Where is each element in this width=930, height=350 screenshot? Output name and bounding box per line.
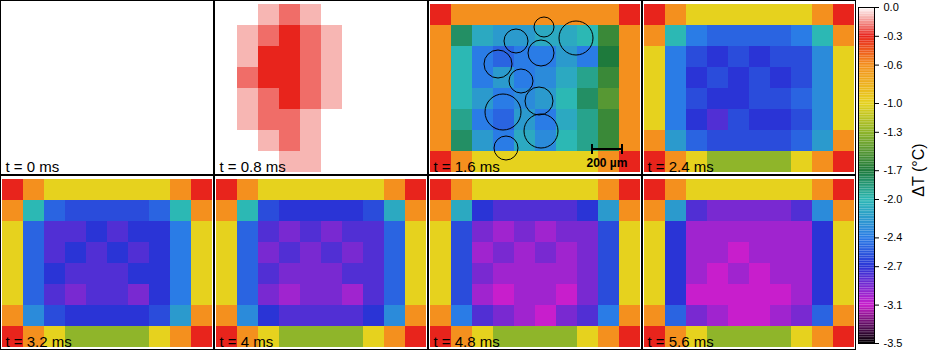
svg-text:t = 0 ms: t = 0 ms bbox=[6, 158, 60, 175]
svg-text:t = 3.2 ms: t = 3.2 ms bbox=[6, 333, 72, 350]
svg-text:200 µm: 200 µm bbox=[587, 156, 628, 170]
svg-text:-3.5: -3.5 bbox=[884, 337, 903, 349]
svg-text:-2.7: -2.7 bbox=[884, 260, 903, 272]
svg-text:-1.0: -1.0 bbox=[884, 97, 903, 109]
svg-text:-1.3: -1.3 bbox=[884, 126, 903, 138]
svg-text:-1.7: -1.7 bbox=[884, 164, 903, 176]
svg-text:-2.4: -2.4 bbox=[884, 231, 903, 243]
svg-text:-2.0: -2.0 bbox=[884, 193, 903, 205]
svg-text:t = 5.6 ms: t = 5.6 ms bbox=[648, 333, 714, 350]
svg-text:0.0: 0.0 bbox=[884, 1, 899, 13]
svg-text:-0.6: -0.6 bbox=[884, 59, 903, 71]
svg-text:-0.3: -0.3 bbox=[884, 30, 903, 42]
html-text:ΔT (°C): ΔT (°C) bbox=[910, 143, 927, 197]
svg-text:t = 4 ms: t = 4 ms bbox=[220, 333, 274, 350]
svg-text:t = 4.8 ms: t = 4.8 ms bbox=[434, 333, 500, 350]
svg-text:t = 2.4 ms: t = 2.4 ms bbox=[648, 158, 714, 175]
svg-text:t = 1.6 ms: t = 1.6 ms bbox=[434, 158, 500, 175]
svg-text:t = 0.8 ms: t = 0.8 ms bbox=[220, 158, 286, 175]
svg-text:-3.1: -3.1 bbox=[884, 299, 903, 311]
